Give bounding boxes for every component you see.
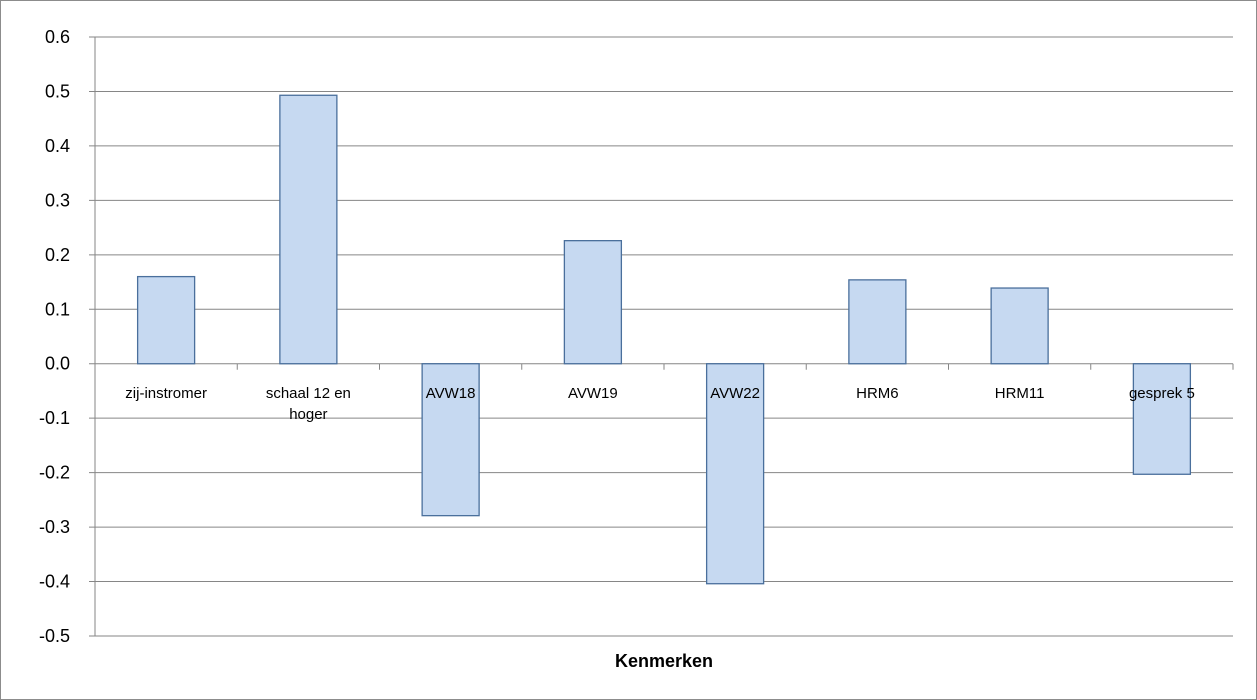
y-tick-label: 0.5	[45, 81, 70, 101]
y-tick-label: 0.3	[45, 190, 70, 210]
y-tick-label: 0.0	[45, 354, 70, 374]
bar	[990, 287, 1049, 365]
y-tick-label: 0.2	[45, 245, 70, 265]
y-tick-label: 0.6	[45, 27, 70, 47]
bar	[421, 363, 480, 517]
category-label: AVW18	[426, 385, 476, 402]
category-labels: zij-instromer schaal 12 en hoger AVW18 AVW19…	[125, 385, 1195, 423]
y-tick-label: -0.3	[39, 517, 70, 537]
bar	[563, 240, 623, 365]
y-tick-label: 0.1	[45, 299, 70, 319]
category-label: HRM11	[995, 385, 1045, 402]
y-tick-label: 0.4	[45, 136, 70, 156]
bars	[136, 94, 1192, 585]
y-tick-label: -0.5	[39, 626, 70, 646]
bar	[279, 94, 338, 365]
y-tick-label: -0.1	[39, 408, 70, 428]
bar	[1132, 363, 1192, 475]
bar	[705, 363, 765, 585]
y-tick-labels: 0.6 0.5 0.4 0.3 0.2 0.1 0.0 -0.1 -0.2 -0.3 -0.4 -0.…	[39, 27, 70, 646]
category-label: gesprek 5	[1129, 385, 1195, 402]
category-label: HRM6	[856, 385, 899, 402]
category-label: schaal 12 en	[266, 385, 351, 402]
category-label: AVW19	[568, 385, 618, 402]
y-tick-label: -0.4	[39, 572, 70, 592]
bar	[136, 275, 196, 365]
bar	[848, 279, 907, 365]
category-label: hoger	[289, 406, 327, 423]
category-label: zij-instromer	[125, 385, 207, 402]
x-axis-title: Kenmerken	[615, 651, 713, 671]
category-label: AVW22	[710, 385, 760, 402]
y-tick-label: -0.2	[39, 463, 70, 483]
gridlines	[89, 36, 1234, 637]
